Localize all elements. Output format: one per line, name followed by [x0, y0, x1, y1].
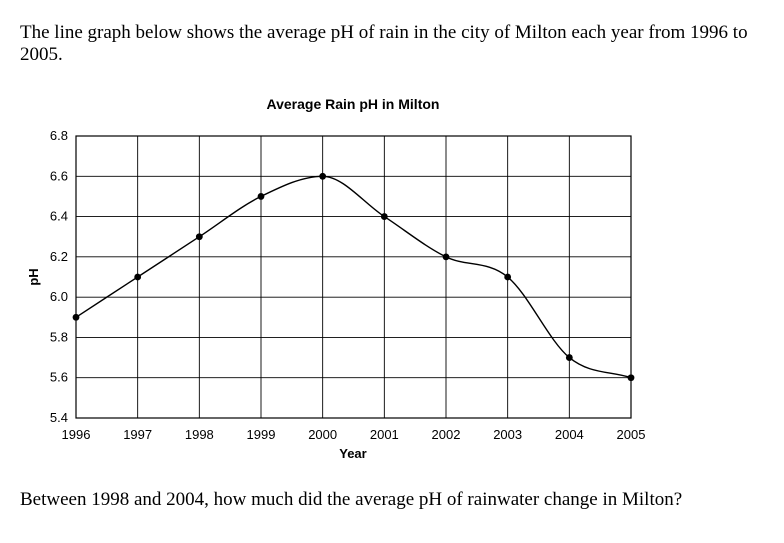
data-point [565, 354, 573, 361]
x-tick-label: 1999 [247, 427, 276, 442]
data-point [134, 273, 142, 281]
data-point [195, 233, 203, 241]
y-tick-label: 6.4 [50, 209, 68, 224]
question-text: Between 1998 and 2004, how much did the … [20, 489, 683, 510]
data-point [72, 313, 80, 321]
x-tick-label: 1997 [123, 427, 152, 442]
x-tick-label: 2002 [432, 427, 461, 442]
data-point [380, 213, 388, 220]
y-tick-label: 5.4 [50, 410, 68, 425]
x-tick-label: 2004 [555, 427, 584, 442]
line-chart: Average Rain pH in Milton 5.4 5.6 5.8 6.0 6.… [26, 96, 646, 461]
x-axis-label: Year [339, 446, 366, 461]
x-tick-label: 2003 [493, 427, 522, 442]
y-tick-label: 6.2 [50, 249, 68, 264]
series-line-ph [75, 175, 632, 379]
intro-text: The line graph below shows the average p… [20, 22, 748, 65]
data-point [504, 273, 512, 281]
data-point [319, 172, 327, 180]
y-tick-label: 6.0 [50, 289, 68, 304]
y-tick-label: 6.6 [50, 168, 68, 183]
chart-title: Average Rain pH in Milton [267, 96, 440, 112]
y-tick-label: 5.8 [50, 329, 68, 344]
x-axis-ticks: 1996 1997 1998 1999 2000 2001 2002 2003 2004 2005 [62, 427, 646, 442]
x-tick-label: 2005 [617, 427, 646, 442]
data-point [442, 253, 450, 261]
x-tick-label: 1998 [185, 427, 214, 442]
y-axis-ticks: 5.4 5.6 5.8 6.0 6.2 6.4 6.6 6.8 [50, 128, 68, 425]
y-tick-label: 6.8 [50, 128, 68, 143]
grid [75, 135, 632, 419]
x-tick-label: 1996 [62, 427, 91, 442]
data-points [72, 172, 635, 382]
data-point [627, 374, 635, 382]
x-tick-label: 2001 [370, 427, 399, 442]
data-point [257, 193, 265, 200]
y-axis-label: pH [26, 268, 41, 285]
y-tick-label: 5.6 [50, 370, 68, 385]
x-tick-label: 2000 [308, 427, 337, 442]
plot-frame [75, 135, 632, 419]
